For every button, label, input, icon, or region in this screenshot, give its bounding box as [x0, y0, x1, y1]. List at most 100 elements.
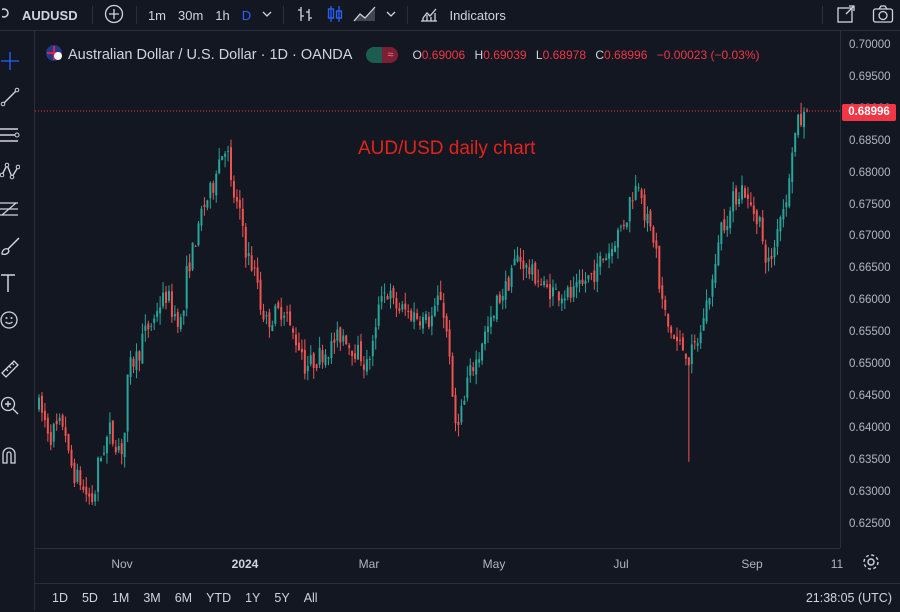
chevron-down-icon[interactable] — [385, 8, 397, 23]
trend-line-icon[interactable] — [0, 87, 20, 107]
candle-body — [623, 225, 625, 226]
search-icon[interactable] — [2, 7, 12, 24]
candle — [452, 352, 454, 397]
candle-body — [330, 341, 332, 358]
candle-body — [171, 291, 173, 316]
candle-body — [517, 255, 519, 261]
range-6m[interactable]: 6M — [168, 591, 199, 605]
zoom-in-icon[interactable] — [0, 396, 20, 416]
candle-body — [753, 206, 755, 214]
candle — [183, 310, 185, 325]
candle — [295, 327, 297, 352]
candle-body — [62, 415, 64, 426]
candle-body — [215, 174, 217, 196]
candle-body — [416, 313, 418, 319]
range-5y[interactable]: 5Y — [267, 591, 296, 605]
interval-1m[interactable]: 1m — [142, 8, 172, 23]
candle-body — [262, 311, 264, 320]
candle — [744, 185, 746, 198]
candle-body — [44, 411, 46, 420]
horizontal-lines-icon[interactable] — [0, 125, 20, 145]
fib-retracement-icon[interactable] — [0, 199, 20, 219]
fullscreen-icon[interactable] — [836, 4, 856, 27]
candle — [688, 357, 690, 462]
candle — [753, 197, 755, 222]
interval-1h[interactable]: 1h — [209, 8, 235, 23]
candle — [652, 225, 654, 247]
range-1m[interactable]: 1M — [105, 591, 136, 605]
interval-1d[interactable]: D — [236, 8, 257, 23]
candle — [475, 351, 477, 385]
range-all[interactable]: All — [297, 591, 325, 605]
candle — [304, 339, 306, 379]
candle-body — [576, 282, 578, 287]
candle-body — [398, 308, 400, 311]
range-1d[interactable]: 1D — [45, 591, 75, 605]
candle-body — [791, 153, 793, 183]
camera-icon[interactable] — [872, 4, 894, 27]
range-5d[interactable]: 5D — [75, 591, 105, 605]
candle-body — [570, 287, 572, 298]
candle — [564, 290, 566, 309]
candle — [682, 333, 684, 351]
candle-body — [457, 422, 459, 425]
compare-add-icon[interactable] — [104, 4, 124, 27]
candle — [390, 284, 392, 309]
symbol-search-button[interactable]: AUDUSD — [22, 8, 78, 23]
candle — [667, 314, 669, 333]
indicators-icon[interactable] — [419, 4, 439, 27]
candle — [133, 357, 135, 374]
bar-style-icon[interactable] — [295, 4, 315, 27]
utc-clock[interactable]: 21:38:05 (UTC) — [806, 591, 892, 605]
candlestick-plot[interactable] — [35, 31, 840, 548]
price-tick-label: 0.65500 — [849, 326, 891, 338]
candle-body — [664, 300, 666, 310]
candle-body — [679, 340, 681, 341]
candle — [118, 438, 120, 453]
candle — [298, 332, 300, 350]
candle-body — [635, 186, 637, 200]
candle — [794, 133, 796, 157]
price-chart[interactable] — [35, 31, 840, 548]
candle-body — [738, 199, 740, 204]
candle — [159, 296, 161, 325]
candle-body — [711, 279, 713, 296]
candle-body — [147, 324, 149, 330]
indicators-button[interactable]: Indicators — [443, 8, 511, 23]
range-3m[interactable]: 3M — [136, 591, 167, 605]
range-1y[interactable]: 1Y — [238, 591, 267, 605]
magnet-icon[interactable] — [0, 445, 20, 465]
candle-body — [475, 359, 477, 374]
candle-body — [183, 311, 185, 316]
smiley-icon[interactable] — [0, 310, 20, 330]
candle — [481, 343, 483, 365]
chevron-down-icon[interactable] — [261, 8, 273, 23]
crosshair-icon[interactable] — [0, 51, 20, 71]
candle-body — [283, 316, 285, 318]
candle — [555, 283, 557, 289]
range-ytd[interactable]: YTD — [199, 591, 238, 605]
candle — [791, 147, 793, 193]
candle — [487, 316, 489, 343]
candles-icon[interactable] — [325, 4, 345, 27]
chart-annotation[interactable]: AUD/USD daily chart — [358, 138, 535, 160]
candle — [472, 362, 474, 376]
candle-body — [717, 242, 719, 265]
candle — [384, 283, 386, 303]
candle — [265, 311, 267, 324]
candle — [706, 289, 708, 324]
ruler-icon[interactable] — [0, 359, 20, 379]
candle — [195, 245, 197, 247]
brush-icon[interactable] — [0, 237, 20, 257]
candle — [103, 446, 105, 456]
pattern-icon[interactable] — [0, 161, 20, 181]
market-status-badge[interactable]: ≈ — [366, 47, 398, 63]
price-tick-label: 0.70000 — [849, 39, 891, 51]
candle-body — [608, 253, 610, 259]
text-icon[interactable] — [0, 273, 20, 293]
area-chart-icon[interactable] — [353, 4, 377, 27]
interval-30m[interactable]: 30m — [172, 8, 209, 23]
candle — [768, 247, 770, 271]
gear-icon[interactable] — [862, 553, 880, 571]
